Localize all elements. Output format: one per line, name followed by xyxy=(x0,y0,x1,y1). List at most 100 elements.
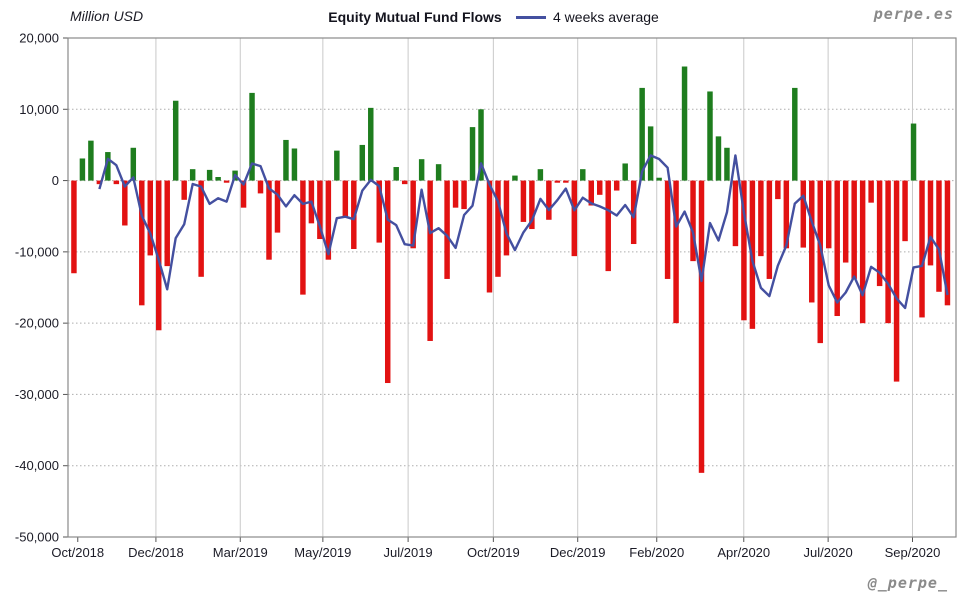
weekly-flow-bar xyxy=(766,180,773,279)
weekly-flow-bar xyxy=(172,100,179,181)
weekly-flow-bar xyxy=(673,180,679,324)
weekly-flow-bar xyxy=(605,180,611,272)
y-axis-units-label: Million USD xyxy=(70,8,144,24)
x-tick-label: Mar/2019 xyxy=(213,545,268,560)
weekly-flow-bar xyxy=(656,177,662,181)
weekly-flow-bar xyxy=(732,180,739,247)
weekly-flow-bar xyxy=(851,180,857,279)
weekly-flow-bar xyxy=(181,180,187,200)
weekly-flow-bar xyxy=(113,180,120,185)
weekly-flow-bar xyxy=(461,180,467,210)
y-tick-label: -10,000 xyxy=(15,244,59,259)
legend: 4 weeks average xyxy=(516,9,659,25)
weekly-flow-bar xyxy=(647,126,654,181)
plot-border xyxy=(67,37,957,538)
weekly-flow-bar xyxy=(88,140,94,181)
weekly-flow-bar xyxy=(452,180,459,208)
x-tick-label: Dec/2018 xyxy=(128,545,184,560)
weekly-flow-bar xyxy=(876,180,883,287)
weekly-flow-bar xyxy=(885,180,891,324)
weekly-flow-bar xyxy=(664,180,671,279)
weekly-flow-bar xyxy=(597,180,603,195)
weekly-flow-bar xyxy=(96,180,103,185)
weekly-flow-bar xyxy=(698,180,705,473)
weekly-flow-bar xyxy=(613,180,620,191)
weekly-flow-bar xyxy=(325,180,332,260)
weekly-flow-bar xyxy=(868,180,874,203)
weekly-flow-bar xyxy=(283,139,289,181)
weekly-flow-bar xyxy=(800,180,807,248)
weekly-flow-bar xyxy=(334,150,340,181)
weekly-flow-bar xyxy=(249,92,255,181)
weekly-flow-bar xyxy=(105,152,111,181)
x-tick-label: Feb/2020 xyxy=(629,545,684,560)
x-tick-label: Apr/2020 xyxy=(717,545,770,560)
weekly-flow-bar xyxy=(834,180,840,317)
weekly-flow-bar xyxy=(393,167,399,181)
weekly-flow-bar xyxy=(206,169,213,181)
weekly-flow-bar xyxy=(359,144,366,181)
x-tick-label: Dec/2019 xyxy=(550,545,606,560)
weekly-flow-bar xyxy=(71,180,77,274)
weekly-flow-bar xyxy=(317,180,323,240)
weekly-flow-bar xyxy=(130,147,137,181)
weekly-flow-bar xyxy=(503,180,510,256)
weekly-flow-bar xyxy=(266,180,272,260)
x-tick-label: Jul/2020 xyxy=(804,545,853,560)
weekly-flow-bar xyxy=(859,180,866,324)
weekly-flow-bar xyxy=(571,180,578,257)
weekly-flow-bar xyxy=(681,66,688,181)
weekly-flow-bar xyxy=(944,180,951,306)
weekly-flow-bar xyxy=(401,180,408,185)
weekly-flow-bar xyxy=(563,180,569,183)
weekly-flow-bar xyxy=(842,180,849,263)
weekly-flow-bar xyxy=(435,164,442,181)
y-tick-label: -50,000 xyxy=(15,530,59,545)
x-tick-label: Jul/2019 xyxy=(384,545,433,560)
legend-line-sample-icon xyxy=(516,15,546,19)
weekly-flow-bar xyxy=(478,109,484,181)
weekly-flow-bar xyxy=(546,180,552,220)
weekly-flow-bar xyxy=(198,180,204,277)
weekly-flow-bar xyxy=(809,180,815,303)
weekly-flow-bar xyxy=(469,127,476,181)
y-tick-label: 10,000 xyxy=(19,102,59,117)
y-tick-label: -40,000 xyxy=(15,458,59,473)
weekly-flow-bar xyxy=(240,180,247,208)
four-week-average-line xyxy=(98,154,949,310)
x-tick-label: May/2019 xyxy=(294,545,351,560)
weekly-flow-bar xyxy=(189,169,196,181)
weekly-flow-bar xyxy=(376,180,382,243)
chart-title: Equity Mutual Fund Flows xyxy=(328,9,502,25)
weekly-flow-bar xyxy=(79,158,86,181)
weekly-flow-bar xyxy=(537,169,544,181)
weekly-flow-bar xyxy=(215,177,221,181)
weekly-flow-bar xyxy=(588,180,594,206)
weekly-flow-bar xyxy=(783,180,790,249)
weekly-flow-bar xyxy=(741,180,747,321)
weekly-flow-bar xyxy=(715,136,722,181)
weekly-flow-bar xyxy=(580,169,586,181)
y-tick-label: 20,000 xyxy=(19,31,59,46)
watermark-twitter-handle: @_perpe_ xyxy=(867,574,948,592)
weekly-flow-bar xyxy=(817,180,823,344)
weekly-flow-bar xyxy=(147,180,153,256)
weekly-flow-bar xyxy=(342,180,349,218)
weekly-flow-bar xyxy=(274,180,281,233)
weekly-flow-bar xyxy=(554,180,561,183)
weekly-flow-bar xyxy=(257,180,264,194)
weekly-flow-bar xyxy=(724,147,730,181)
weekly-flow-bar xyxy=(622,163,628,181)
x-tick-label: Oct/2018 xyxy=(51,545,104,560)
weekly-flow-bar xyxy=(639,87,645,181)
weekly-flow-bar xyxy=(368,107,374,181)
weekly-flow-bar xyxy=(495,180,501,277)
weekly-flow-bar xyxy=(690,180,696,262)
weekly-flow-bar xyxy=(300,180,306,295)
weekly-flow-bar xyxy=(291,148,298,181)
weekly-flow-bar xyxy=(410,180,416,249)
weekly-flow-bar xyxy=(486,180,493,293)
weekly-flow-bar xyxy=(825,180,832,249)
